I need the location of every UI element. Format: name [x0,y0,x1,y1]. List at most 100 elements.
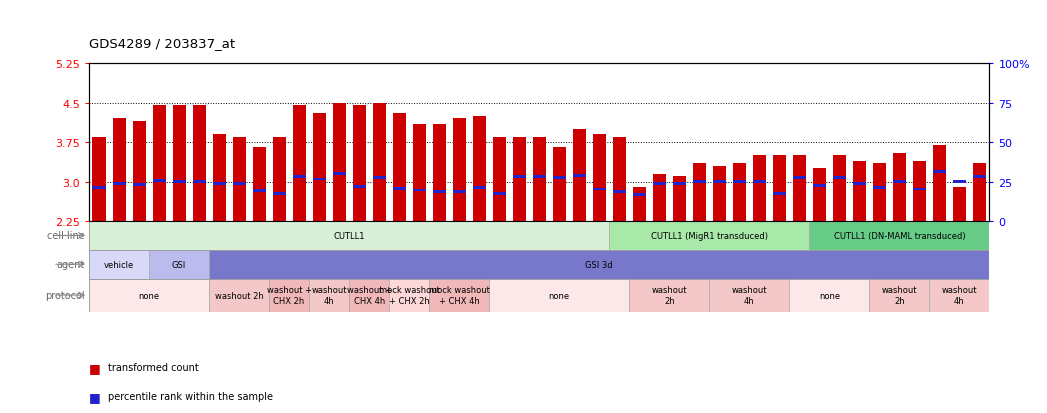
Text: protocol: protocol [45,290,85,300]
Bar [173,181,185,184]
Bar [612,138,626,222]
Bar [632,194,646,197]
Bar [673,177,686,222]
Bar [632,188,646,222]
Bar [493,192,506,195]
Bar [553,177,565,180]
Bar [92,187,106,190]
Bar [853,182,866,185]
Text: washout
4h: washout 4h [311,286,347,305]
Bar [652,182,666,185]
Bar [313,114,326,222]
Bar [793,156,806,222]
Bar [89,250,149,279]
Bar [313,178,326,181]
Bar [573,174,585,177]
Text: CUTLL1: CUTLL1 [333,231,364,240]
Bar [452,190,466,193]
Bar [853,161,866,222]
Bar [652,174,666,222]
Bar [793,177,806,180]
Bar [389,279,429,312]
Bar [753,181,765,184]
Bar [133,122,146,222]
Bar [812,185,826,188]
Bar [112,119,126,222]
Text: mock washout
+ CHX 4h: mock washout + CHX 4h [428,286,490,305]
Bar [472,187,486,190]
Bar [209,250,989,279]
Bar [413,124,426,222]
Bar [933,145,945,222]
Text: washout
4h: washout 4h [941,286,977,305]
Bar [193,181,205,184]
Bar [513,176,526,178]
Bar [292,106,306,222]
Bar [789,279,869,312]
Bar [232,182,246,185]
Bar [673,182,686,185]
Text: washout +
CHX 4h: washout + CHX 4h [347,286,392,305]
Text: mock washout
+ CHX 2h: mock washout + CHX 2h [379,286,440,305]
Bar [252,190,266,192]
Text: GSI: GSI [172,260,186,269]
Bar [292,176,306,178]
Bar [629,279,709,312]
Bar [333,103,346,222]
Text: washout 2h: washout 2h [215,291,264,300]
Text: transformed count: transformed count [108,363,199,373]
Bar [913,161,926,222]
Bar [432,190,446,193]
Bar [213,135,225,222]
Text: CUTLL1 (DN-MAML transduced): CUTLL1 (DN-MAML transduced) [833,231,965,240]
Bar [133,183,146,186]
Bar [452,119,466,222]
Bar [193,106,205,222]
Bar [92,138,106,222]
Text: none: none [819,291,840,300]
Text: washout +
CHX 2h: washout + CHX 2h [267,286,312,305]
Bar [973,164,986,222]
Bar [713,166,726,222]
Bar [913,188,926,191]
Bar [832,156,846,222]
Bar [609,222,809,250]
Bar [272,192,286,195]
Bar [873,187,886,190]
Text: GDS4289 / 203837_at: GDS4289 / 203837_at [89,37,236,50]
Bar [393,188,405,190]
Bar [173,106,185,222]
Bar [232,138,246,222]
Bar [893,181,906,184]
Bar [953,188,966,222]
Bar [413,189,426,192]
Bar [309,279,349,312]
Bar [930,279,989,312]
Bar [209,279,269,312]
Bar [773,156,786,222]
Bar [812,169,826,222]
Bar [612,190,626,193]
Bar [272,138,286,222]
Text: none: none [138,291,159,300]
Bar [149,250,209,279]
Bar [593,188,606,191]
Text: ■: ■ [89,390,101,403]
Bar [693,181,706,184]
Bar [573,130,585,222]
Bar [713,181,726,184]
Bar [753,156,765,222]
Bar [513,138,526,222]
Bar [432,124,446,222]
Bar [709,279,789,312]
Bar [269,279,309,312]
Bar [213,183,225,186]
Bar [773,192,786,195]
Text: CUTLL1 (MigR1 transduced): CUTLL1 (MigR1 transduced) [651,231,767,240]
Bar [809,222,989,250]
Text: none: none [549,291,570,300]
Bar [89,279,209,312]
Bar [953,181,966,184]
Text: percentile rank within the sample: percentile rank within the sample [108,392,273,401]
Bar [429,279,489,312]
